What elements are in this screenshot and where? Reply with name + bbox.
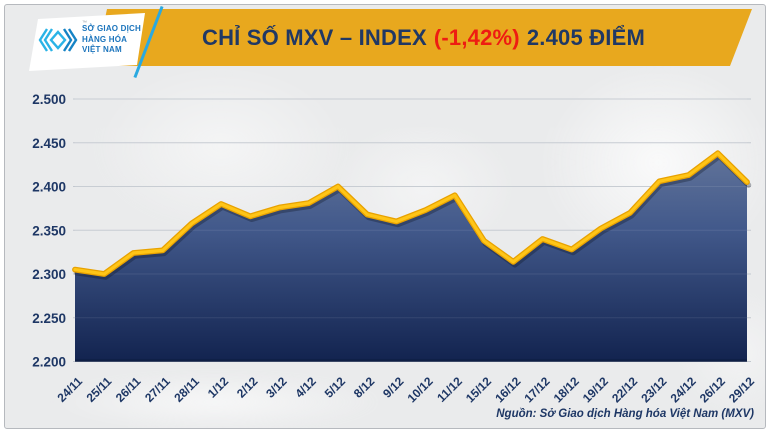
svg-text:23/12: 23/12 [638, 374, 669, 405]
logo-text-line: VIỆT NAM [82, 45, 122, 55]
svg-text:3/12: 3/12 [263, 374, 290, 401]
title-banner: CHỈ SỐ MXV – INDEX (-1,42%) 2.405 ĐIỂM [95, 9, 752, 66]
svg-text:22/12: 22/12 [609, 374, 640, 405]
svg-text:24/11: 24/11 [54, 374, 85, 405]
svg-text:17/12: 17/12 [521, 374, 552, 405]
chart-title-change: (-1,42%) [433, 24, 520, 50]
svg-text:8/12: 8/12 [351, 374, 378, 401]
svg-text:2.450: 2.450 [32, 136, 66, 151]
area-fill [75, 153, 747, 362]
svg-text:19/12: 19/12 [580, 374, 611, 405]
map-watermark [45, 373, 385, 428]
svg-text:16/12: 16/12 [492, 374, 523, 405]
svg-text:1/12: 1/12 [205, 374, 232, 401]
logo-text-line: HÀNG HÓA [82, 34, 128, 44]
svg-text:2.500: 2.500 [32, 92, 66, 107]
svg-text:4/12: 4/12 [292, 374, 319, 401]
index-line [73, 151, 749, 276]
mxv-logo: SỞ GIAO DỊCH HÀNG HÓA VIỆT NAM [38, 24, 141, 56]
svg-text:2.300: 2.300 [32, 267, 66, 282]
trademark-mark: ™ [82, 20, 87, 26]
svg-text:15/12: 15/12 [463, 374, 494, 405]
svg-text:29/12: 29/12 [726, 374, 757, 405]
logo-text: SỞ GIAO DỊCH HÀNG HÓA VIỆT NAM [82, 24, 141, 55]
mxv-chevron-diamond-icon [38, 28, 78, 52]
chart-title-value: 2.405 ĐIỂM [526, 24, 645, 50]
svg-text:10/12: 10/12 [405, 374, 436, 405]
svg-text:24/12: 24/12 [668, 374, 699, 405]
line-shadow [73, 153, 752, 280]
svg-text:11/12: 11/12 [434, 374, 465, 405]
svg-text:9/12: 9/12 [380, 374, 407, 401]
svg-text:5/12: 5/12 [322, 374, 349, 401]
source-caption: Nguồn: Sở Giao dịch Hàng hóa Việt Nam (M… [496, 408, 754, 420]
svg-text:2.250: 2.250 [32, 311, 66, 326]
svg-text:2.350: 2.350 [32, 223, 66, 238]
chart-title-main: CHỈ SỐ MXV – INDEX [201, 24, 427, 50]
mxv-logo-card [29, 13, 145, 71]
svg-text:28/11: 28/11 [171, 374, 202, 405]
svg-text:26/11: 26/11 [113, 374, 144, 405]
svg-text:26/12: 26/12 [697, 374, 728, 405]
svg-text:25/11: 25/11 [84, 374, 115, 405]
svg-text:18/12: 18/12 [551, 374, 582, 405]
logo-text-line: SỞ GIAO DỊCH [82, 24, 142, 34]
svg-text:2.400: 2.400 [32, 180, 66, 195]
svg-text:2.200: 2.200 [32, 355, 66, 370]
svg-text:27/11: 27/11 [142, 374, 173, 405]
svg-text:2/12: 2/12 [234, 374, 261, 401]
